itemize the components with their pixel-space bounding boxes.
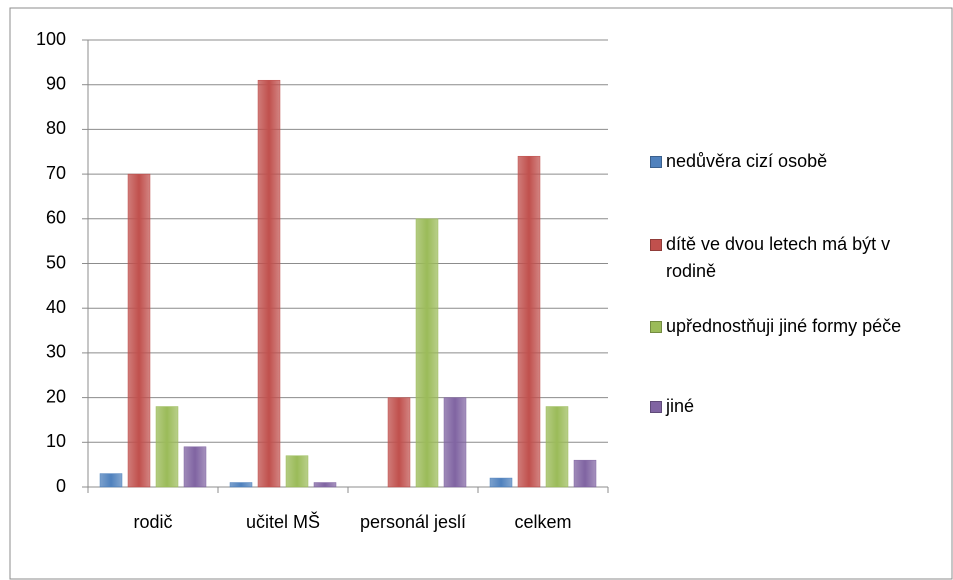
legend-label: jiné [666, 396, 695, 416]
legend-entry: dítě ve dvou letech má být v rodině [650, 231, 940, 285]
bar [155, 406, 179, 488]
legend-entry: nedůvěra cizí osobě [650, 148, 940, 175]
y-tick-label: 10 [46, 431, 66, 451]
y-tick-label: 90 [46, 73, 66, 93]
y-tick-label: 80 [46, 118, 66, 138]
bar [415, 218, 439, 488]
bar [257, 79, 281, 488]
legend-swatch [650, 321, 662, 333]
bar [443, 397, 467, 488]
y-tick-label: 20 [46, 386, 66, 406]
bar [285, 455, 309, 488]
y-tick-label: 60 [46, 208, 66, 228]
bar [545, 406, 569, 488]
legend-swatch [650, 156, 662, 168]
bar [313, 482, 337, 488]
bar [229, 482, 253, 488]
bar [573, 459, 597, 488]
legend-label: dítě ve dvou letech má být v rodině [666, 234, 891, 281]
bar [127, 173, 151, 488]
y-tick-label: 40 [46, 297, 66, 317]
y-tick-label: 100 [36, 29, 66, 49]
legend-label: nedůvěra cizí osobě [666, 151, 828, 171]
x-tick-label: personál jeslí [359, 512, 467, 532]
x-tick-label: učitel MŠ [245, 512, 321, 532]
bar [489, 477, 513, 488]
legend-label: upřednostňuji jiné formy péče [666, 316, 902, 336]
legend-swatch [650, 401, 662, 413]
legend-entry: jiné [650, 393, 940, 420]
legend-swatch [650, 239, 662, 251]
bar [387, 397, 411, 488]
bar [183, 446, 207, 488]
bar [517, 155, 541, 488]
x-tick-label: rodič [133, 512, 173, 532]
y-tick-label: 30 [46, 342, 66, 362]
chart-border [9, 7, 953, 580]
legend-entry: upřednostňuji jiné formy péče [650, 313, 940, 340]
y-tick-label: 70 [46, 163, 66, 183]
bar [99, 473, 123, 488]
y-tick-label: 0 [56, 476, 66, 496]
x-tick-label: celkem [514, 512, 572, 532]
y-tick-label: 50 [46, 252, 66, 272]
